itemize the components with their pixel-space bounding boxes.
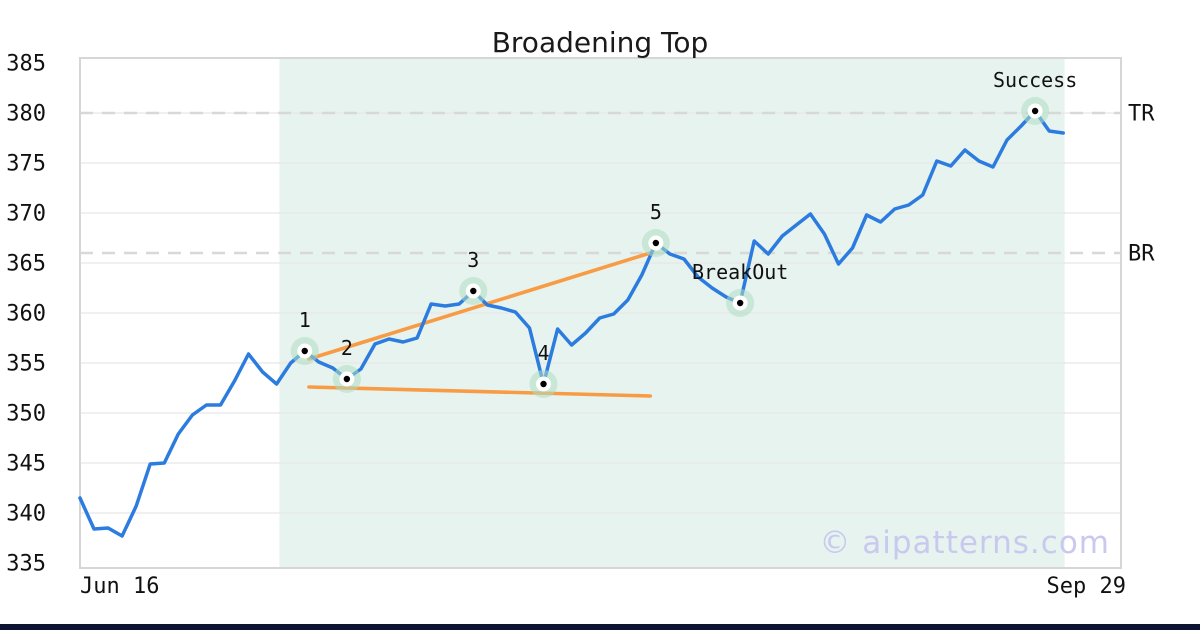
point-label-3: 3: [467, 248, 479, 272]
point-label-breakout: BreakOut: [692, 260, 788, 284]
bottom-bar: [0, 624, 1200, 630]
point-label-success: Success: [993, 68, 1077, 92]
y-tick-label-370: 370: [6, 202, 46, 227]
point-label-1: 1: [299, 308, 311, 332]
y-tick-label-355: 355: [6, 352, 46, 377]
point-label-2: 2: [341, 336, 353, 360]
y-tick-label-365: 365: [6, 252, 46, 277]
marker-dot-1: [301, 347, 308, 355]
watermark: © aipatterns.com: [819, 525, 1110, 561]
chart-title: Broadening Top: [491, 26, 709, 59]
x-axis-label-end: Sep 29: [1046, 574, 1126, 599]
plot-frame: [79, 57, 1122, 569]
y-tick-label-375: 375: [6, 152, 46, 177]
price-line: [78, 109, 1065, 538]
y-tick-label-340: 340: [6, 502, 46, 527]
point-label-4: 4: [537, 341, 549, 365]
marker-dot-3: [470, 287, 477, 295]
lower-broadening-line: [307, 385, 653, 398]
point-label-5: 5: [650, 200, 662, 224]
y-tick-label-335: 335: [6, 552, 46, 577]
y-tick-label-350: 350: [6, 402, 46, 427]
y-tick-label-385: 385: [6, 52, 46, 77]
tr-label: TR: [1128, 102, 1155, 127]
marker-dot-breakout: [736, 299, 744, 307]
y-tick-label-345: 345: [6, 452, 46, 477]
marker-dot-success: [1031, 107, 1039, 115]
y-tick-label-360: 360: [6, 302, 46, 327]
x-axis-label-start: Jun 16: [80, 574, 160, 599]
y-tick-label-380: 380: [6, 102, 46, 127]
marker-dot-5: [652, 239, 660, 247]
marker-dot-4: [540, 380, 547, 388]
upper-broadening-line: [307, 251, 653, 361]
br-label: BR: [1128, 242, 1155, 267]
marker-dot-2: [343, 375, 351, 383]
